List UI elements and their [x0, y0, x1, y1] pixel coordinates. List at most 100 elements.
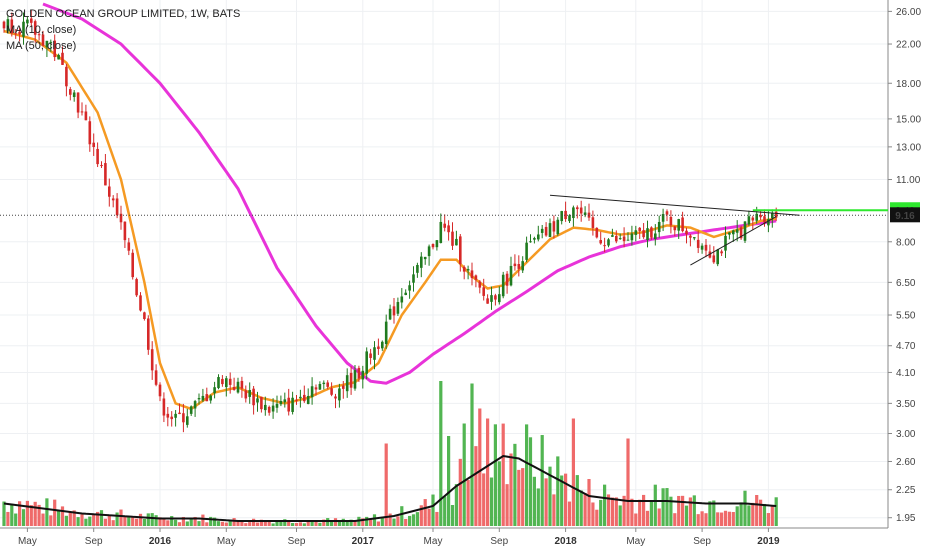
candle-body: [189, 406, 193, 414]
candle-body: [435, 240, 439, 248]
y-tick-label: 8.00: [896, 237, 916, 248]
candle-body: [287, 397, 290, 412]
volume-bar: [99, 510, 104, 526]
candle-body: [470, 270, 474, 279]
candle-body: [392, 306, 396, 316]
candle-body: [72, 92, 76, 98]
candle-body: [80, 111, 84, 113]
candle-body: [41, 34, 45, 46]
volume-bar: [209, 516, 213, 526]
candle-body: [560, 211, 563, 222]
volume-bar: [2, 501, 6, 526]
volume-bar: [232, 518, 236, 526]
y-tick-label: 6.50: [896, 278, 916, 289]
candle-body: [490, 295, 493, 302]
candle-body: [225, 378, 228, 388]
volume-bar: [470, 383, 474, 526]
candle-body: [669, 216, 673, 226]
candle-body: [119, 213, 123, 223]
candle-body: [759, 214, 762, 218]
volume-bar: [727, 511, 731, 526]
volume-bar: [673, 513, 677, 526]
chart-legend: GOLDEN OCEAN GROUP LIMITED, 1W, BATS MA …: [6, 6, 240, 54]
volume-bar: [408, 515, 412, 526]
volume-bars: [2, 381, 778, 526]
x-tick-label: 2018: [554, 536, 577, 547]
volume-bar: [400, 506, 404, 526]
y-tick-label: 1.95: [896, 513, 916, 524]
candle-body: [240, 380, 244, 389]
candle-body: [622, 236, 626, 242]
volume-bar: [6, 511, 10, 526]
volume-bar: [509, 453, 513, 526]
candle-body: [244, 390, 248, 399]
volume-bar: [447, 436, 451, 526]
candle-body: [537, 234, 540, 240]
volume-bar: [236, 520, 240, 526]
candle-body: [166, 413, 170, 418]
candle-body: [771, 212, 774, 219]
candle-body: [252, 388, 255, 406]
y-tick-label: 22.00: [896, 40, 921, 51]
candle-body: [84, 111, 88, 121]
volume-bar: [201, 514, 205, 526]
volume-bar: [770, 505, 774, 526]
volume-bar: [162, 519, 166, 526]
candle-body: [353, 370, 357, 389]
candle-body: [548, 223, 552, 238]
volume-bar: [552, 494, 556, 526]
candle-body: [205, 394, 209, 402]
volume-bar: [575, 475, 579, 526]
volume-bar: [189, 518, 193, 526]
volume-bar: [107, 514, 111, 526]
candle-body: [689, 235, 692, 238]
candle-body: [431, 244, 435, 248]
candle-body: [334, 396, 337, 399]
candle-body: [591, 217, 595, 228]
candle-body: [513, 263, 517, 267]
candle-body: [139, 295, 142, 311]
volume-bar: [138, 513, 143, 526]
volume-bar: [21, 509, 26, 526]
x-tick-label: May: [424, 536, 443, 547]
candle-body: [728, 232, 731, 235]
candle-body: [767, 219, 770, 226]
candle-body: [158, 384, 162, 397]
volume-bar: [298, 522, 302, 526]
volume-bar: [294, 523, 299, 526]
volume-bar: [462, 423, 466, 526]
volume-bar: [181, 516, 185, 526]
volume-bar: [571, 418, 575, 526]
candle-body: [665, 211, 669, 215]
volume-bar: [345, 520, 349, 526]
candle-body: [232, 386, 236, 390]
candle-body: [115, 198, 119, 216]
candle-body: [416, 264, 419, 273]
candlesticks: [2, 10, 778, 433]
candle-body: [30, 18, 33, 23]
candle-body: [630, 233, 634, 241]
volume-bar: [193, 516, 197, 526]
volume-bar: [618, 505, 622, 526]
volume-bar: [614, 497, 618, 526]
x-tick-label: May: [626, 536, 645, 547]
volume-bar: [291, 523, 295, 526]
candle-body: [650, 227, 653, 238]
candle-body: [123, 221, 127, 241]
candle-body: [384, 321, 388, 345]
volume-bar: [587, 479, 591, 526]
volume-bar: [263, 521, 267, 526]
volume-bar: [423, 499, 427, 526]
volume-bar: [333, 518, 338, 526]
candle-body: [732, 230, 735, 235]
candle-body: [615, 235, 618, 242]
volume-bar: [111, 520, 115, 526]
candle-body: [642, 230, 645, 238]
candle-body: [217, 377, 220, 389]
candle-body: [135, 279, 138, 296]
candle-body: [264, 404, 267, 411]
volume-bar: [146, 513, 150, 526]
volume-bar: [33, 501, 37, 526]
candle-body: [369, 353, 372, 358]
volume-bar: [314, 520, 318, 526]
